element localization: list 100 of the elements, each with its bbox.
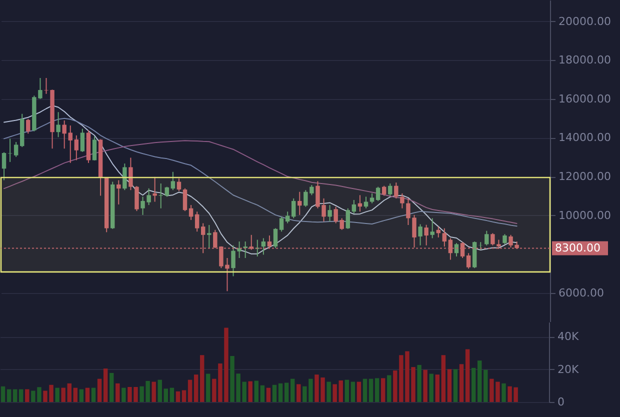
candlestick xyxy=(394,182,398,199)
bar xyxy=(103,368,108,402)
bar xyxy=(290,378,295,402)
bar xyxy=(435,374,440,402)
candlestick xyxy=(56,112,60,138)
candlestick xyxy=(116,180,121,205)
candlestick xyxy=(291,198,296,219)
bar xyxy=(272,384,277,402)
bar xyxy=(380,378,386,402)
y-tick-label: 10000.00 xyxy=(558,208,611,222)
candlestick xyxy=(2,152,6,181)
bar xyxy=(6,389,12,402)
bar xyxy=(91,388,96,402)
bar xyxy=(248,381,252,402)
bar xyxy=(79,389,84,402)
bar xyxy=(350,382,356,402)
candlestick xyxy=(424,224,428,246)
bar xyxy=(73,388,78,402)
candlestick xyxy=(194,211,200,232)
bar xyxy=(152,382,156,402)
bar xyxy=(110,372,114,402)
y-tick-label: 0 xyxy=(558,396,564,408)
bar xyxy=(296,384,301,402)
y-tick-label: 14000.00 xyxy=(558,131,611,144)
bar xyxy=(332,384,337,402)
candlestick xyxy=(14,141,18,158)
bar xyxy=(67,383,72,402)
candlestick xyxy=(484,230,489,246)
bar xyxy=(85,388,90,402)
candlestick xyxy=(273,228,278,249)
candlestick xyxy=(182,188,188,212)
candlestick xyxy=(376,186,380,202)
line-series xyxy=(4,118,518,227)
bar xyxy=(447,369,452,402)
ref-line-label: 8300.00 xyxy=(555,241,600,254)
bar xyxy=(0,386,6,402)
candlestick xyxy=(328,204,332,222)
candlestick xyxy=(261,238,266,256)
candlestick xyxy=(188,204,194,220)
bar xyxy=(362,378,368,402)
candlestick xyxy=(164,186,170,198)
bar xyxy=(368,378,374,402)
bar xyxy=(326,382,331,402)
candlestick xyxy=(176,178,182,192)
candlestick xyxy=(134,186,139,212)
bar xyxy=(55,388,60,402)
candlestick xyxy=(418,224,422,246)
y-tick-label: 20K xyxy=(558,362,580,376)
y-tick-label: 40K xyxy=(558,330,580,344)
bar xyxy=(170,388,174,402)
bar xyxy=(471,368,476,402)
candlestick xyxy=(352,199,356,214)
y-tick-label: 12000.00 xyxy=(558,170,611,184)
candlestick xyxy=(298,191,302,216)
bar xyxy=(423,370,428,402)
candlestick xyxy=(80,128,85,152)
candlestick xyxy=(382,185,386,196)
bar xyxy=(254,380,259,402)
bar xyxy=(194,374,198,402)
candlestick xyxy=(68,125,72,164)
bar xyxy=(374,378,380,402)
candlestick xyxy=(152,176,157,202)
bar xyxy=(484,370,488,402)
line-series xyxy=(4,140,518,224)
bar xyxy=(478,360,482,402)
candlestick xyxy=(170,171,176,191)
candlestick xyxy=(26,118,30,134)
bar xyxy=(356,382,362,402)
candlestick xyxy=(8,138,12,162)
candlestick xyxy=(346,208,350,230)
candlestick xyxy=(340,218,344,230)
candlestick xyxy=(285,211,290,224)
candlestick xyxy=(490,232,495,246)
candlestick xyxy=(207,224,212,249)
bar xyxy=(453,369,458,402)
bar xyxy=(116,383,120,402)
candlestick xyxy=(122,163,127,191)
candlestick xyxy=(74,134,79,161)
bar xyxy=(465,349,470,402)
bar xyxy=(19,389,24,402)
bar xyxy=(188,380,192,402)
candlestick xyxy=(334,206,338,224)
candlestick xyxy=(128,157,133,191)
bar xyxy=(25,389,30,402)
y-tick-label: 6000.00 xyxy=(558,286,604,300)
y-tick-label: 18000.00 xyxy=(558,54,611,67)
bar xyxy=(387,375,392,402)
candlestick xyxy=(454,242,459,257)
bar xyxy=(278,383,283,402)
candlestick xyxy=(466,252,471,270)
candlestick xyxy=(92,136,97,161)
line-series xyxy=(4,105,518,254)
bar xyxy=(459,364,464,402)
candlestick xyxy=(370,192,374,204)
bar xyxy=(441,355,446,402)
bar xyxy=(284,382,289,402)
bar xyxy=(502,383,506,402)
bar xyxy=(176,391,180,402)
candlestick xyxy=(502,234,507,245)
candlestick xyxy=(430,218,434,239)
